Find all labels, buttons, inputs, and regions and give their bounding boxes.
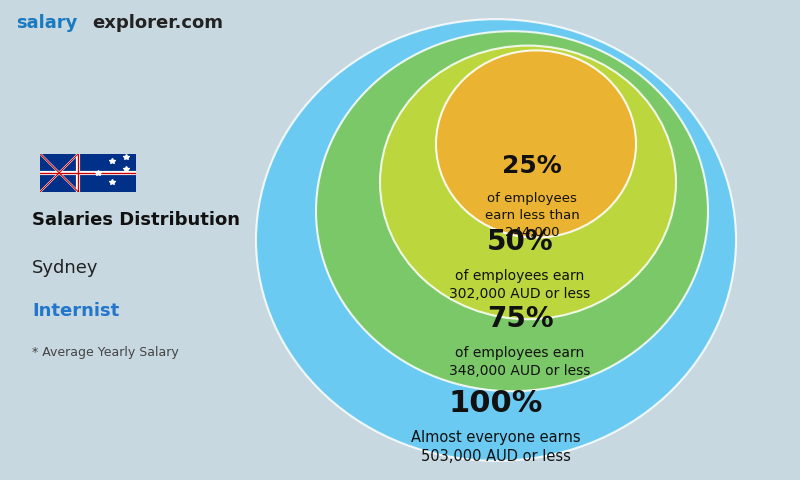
Ellipse shape <box>256 19 736 461</box>
Text: salary: salary <box>16 14 78 33</box>
Text: 100%: 100% <box>449 389 543 418</box>
Text: 25%: 25% <box>502 154 562 178</box>
Text: of employees earn
348,000 AUD or less: of employees earn 348,000 AUD or less <box>450 346 590 378</box>
Ellipse shape <box>436 50 636 238</box>
Text: Sydney: Sydney <box>32 259 98 277</box>
Ellipse shape <box>380 46 676 319</box>
Ellipse shape <box>316 31 708 391</box>
Text: * Average Yearly Salary: * Average Yearly Salary <box>32 346 178 359</box>
Text: Almost everyone earns
503,000 AUD or less: Almost everyone earns 503,000 AUD or les… <box>411 430 581 465</box>
Text: 50%: 50% <box>486 228 554 256</box>
Text: Internist: Internist <box>32 302 119 321</box>
Text: of employees earn
302,000 AUD or less: of employees earn 302,000 AUD or less <box>450 269 590 301</box>
Text: 75%: 75% <box>486 305 554 333</box>
Text: of employees
earn less than
244,000: of employees earn less than 244,000 <box>485 192 579 239</box>
Text: explorer.com: explorer.com <box>92 14 223 33</box>
Text: Salaries Distribution: Salaries Distribution <box>32 211 240 229</box>
